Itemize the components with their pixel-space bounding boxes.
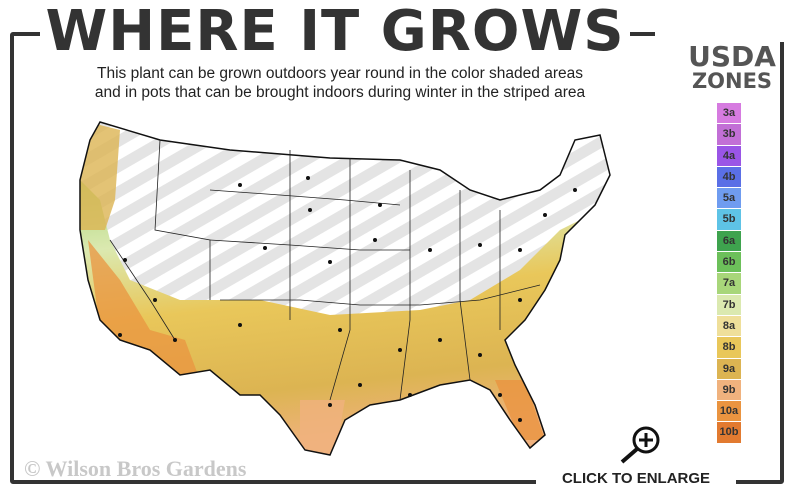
zone-swatch-8a: 8a [717, 315, 741, 337]
legend-title-line-1: USDA [688, 40, 776, 73]
zone-swatch-3a: 3a [717, 103, 741, 124]
zone-swatch-4a: 4a [717, 145, 741, 166]
zone-swatch-4b: 4b [717, 166, 741, 188]
click-to-enlarge-button[interactable]: CLICK TO ENLARGE [536, 470, 736, 487]
watermark: © Wilson Bros Gardens [24, 456, 247, 481]
legend-title-line-2: ZONES [691, 69, 773, 93]
zone-swatch-9b: 9b [717, 379, 741, 401]
zone-swatch-7a: 7a [717, 273, 741, 294]
page-title: WHERE IT GROWS [40, 0, 630, 64]
zone-swatch-3b: 3b [717, 124, 741, 145]
subtitle-line-1: This plant can be grown outdoors year ro… [97, 65, 583, 82]
zone-swatch-6a: 6a [717, 230, 741, 252]
zone-swatch-6b: 6b [717, 252, 741, 273]
zone-swatch-10b: 10b [717, 422, 741, 443]
city-markers [118, 176, 577, 422]
zoom-in-icon[interactable] [618, 424, 664, 464]
state-borders [109, 139, 541, 401]
zone-legend: 3a 3b 4a 4b 5a 5b 6a 6b 7a 7b 8a 8b 9a 9b 10a 10b [717, 103, 741, 444]
zone-swatch-7b: 7b [717, 294, 741, 315]
zone-swatch-5a: 5a [717, 188, 741, 209]
zone-swatch-10a: 10a [717, 401, 741, 422]
legend-title: USDA ZONES [676, 40, 788, 94]
subtitle-line-2: and in pots that can be brought indoors … [94, 84, 586, 101]
zone-swatch-5b: 5b [717, 209, 741, 230]
zone-swatch-8b: 8b [717, 337, 741, 358]
subtitle: This plant can be grown outdoors year ro… [40, 64, 640, 102]
zone-swatch-9a: 9a [717, 358, 741, 379]
